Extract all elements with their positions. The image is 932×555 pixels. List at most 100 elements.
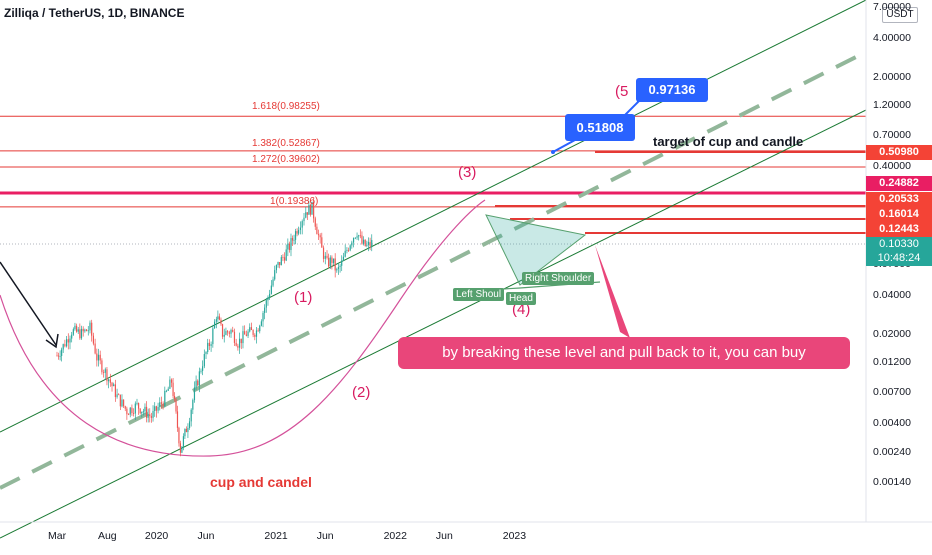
head-tag: Head — [506, 292, 536, 305]
wave-label-3: (3) — [458, 164, 477, 181]
candle-body — [157, 406, 159, 411]
candle-body — [176, 411, 179, 428]
level-badge-024882: 0.24882 — [866, 176, 932, 191]
candle-body — [133, 413, 135, 414]
wave-label-4: (4) — [512, 301, 531, 318]
candle-body — [165, 390, 168, 392]
left-shoulder-tag: Left Shoul — [453, 288, 505, 301]
candle-body — [109, 379, 111, 383]
candle-body — [313, 201, 315, 219]
candle-body — [322, 247, 325, 259]
candle-body — [288, 243, 291, 250]
candle-body — [72, 329, 74, 335]
candle-body — [56, 355, 58, 357]
candle-body — [324, 255, 326, 259]
candle-body — [147, 414, 149, 418]
candle-body — [61, 349, 63, 356]
candle-body — [102, 372, 105, 374]
buy-callout[interactable]: by breaking these level and pull back to… — [398, 337, 850, 369]
candle-body — [280, 257, 282, 266]
candle-body — [255, 330, 258, 337]
y-tick-label: 2.00000 — [873, 70, 911, 83]
candle-body — [240, 338, 242, 344]
candle-body — [87, 330, 89, 332]
candle-body — [279, 262, 281, 266]
candle-body — [349, 245, 351, 251]
y-tick-label: 7.00000 — [873, 0, 911, 13]
right-shoulder-tag: Right Shoulder — [522, 272, 595, 285]
candle-body — [160, 402, 163, 404]
target-box-097136[interactable]: 0.97136 — [636, 78, 708, 102]
y-tick-label: 0.01200 — [873, 356, 911, 369]
candle-body — [369, 241, 371, 247]
candle-body — [101, 360, 103, 373]
target-box-051808[interactable]: 0.51808 — [565, 114, 635, 141]
target-pointer-2 — [623, 99, 641, 117]
candle-body — [213, 321, 216, 329]
candle-body — [264, 307, 266, 313]
y-tick-label: 0.00140 — [873, 475, 911, 488]
fib-label-1618: 1.618(0.98255) — [252, 101, 320, 112]
candle-body — [250, 327, 253, 331]
candle-body — [175, 399, 177, 412]
candle-body — [274, 270, 276, 280]
candle-body — [317, 234, 320, 236]
candle-body — [96, 353, 98, 361]
y-tick-label: 0.40000 — [873, 160, 911, 173]
candle-body — [329, 257, 331, 267]
candle-body — [205, 351, 207, 355]
bar-countdown: 10:48:24 — [866, 251, 932, 266]
y-tick-label: 1.20000 — [873, 99, 911, 112]
pointer-arrow — [0, 261, 57, 346]
candle-body — [212, 328, 214, 345]
candle-body — [344, 250, 346, 257]
wave-label-2: (2) — [352, 384, 371, 401]
pointer-arrow-head — [45, 333, 59, 349]
candle-body — [190, 409, 192, 422]
candle-body — [282, 257, 284, 258]
candle-body — [285, 249, 287, 261]
x-tick-label: 2020 — [144, 530, 169, 542]
level-badge-016014: 0.16014 — [866, 207, 932, 222]
y-tick-label: 0.00700 — [873, 386, 911, 399]
candle-body — [249, 327, 251, 332]
candle-body — [164, 390, 166, 407]
candle-body — [113, 384, 115, 387]
candle-body — [119, 394, 121, 407]
candle-body — [134, 403, 136, 414]
x-tick-label: Jun — [435, 530, 453, 542]
x-tick-label: Jun — [316, 530, 334, 542]
candle-body — [195, 380, 197, 388]
candle-body — [89, 322, 91, 331]
candle-body — [181, 446, 183, 453]
y-tick-label: 0.70000 — [873, 129, 911, 142]
candle-body — [106, 369, 108, 382]
candle-body — [131, 407, 133, 414]
candle-body — [254, 334, 256, 337]
candle-body — [173, 395, 176, 400]
candle-body — [311, 201, 313, 215]
x-tick-label: 2023 — [502, 530, 527, 542]
candle-body — [118, 394, 120, 396]
candle-body — [200, 370, 202, 372]
candle-body — [75, 325, 78, 332]
candle-body — [208, 342, 211, 347]
candle-body — [188, 421, 191, 428]
candle-body — [334, 258, 336, 271]
candle-body — [291, 238, 294, 241]
candle-body — [309, 204, 312, 215]
candle-body — [74, 325, 76, 330]
candle-body — [155, 406, 157, 411]
candle-body — [228, 332, 230, 334]
candle-body — [79, 329, 81, 339]
candle-body — [59, 355, 61, 357]
candle-body — [298, 230, 300, 234]
candle-body — [328, 257, 330, 267]
candle-body — [144, 406, 146, 412]
candle-body — [207, 342, 209, 352]
candle-body — [366, 244, 368, 246]
callout-pointer — [595, 245, 630, 338]
currency-selector[interactable]: USDT — [882, 7, 918, 23]
